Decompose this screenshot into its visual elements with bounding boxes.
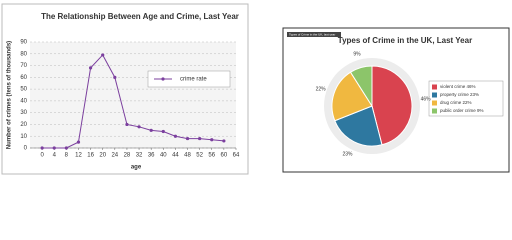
point <box>185 136 190 141</box>
x-tick-label: 36 <box>148 153 155 159</box>
data-label: 46% <box>421 97 432 103</box>
y-tick-label: 80 <box>20 51 27 57</box>
x-tick-label: 4 <box>53 153 57 159</box>
point <box>52 146 56 150</box>
legend-swatch <box>432 108 437 114</box>
point <box>161 129 165 134</box>
annotation-box <box>287 32 341 37</box>
pie-slice <box>331 71 373 122</box>
x-tick-label: 40 <box>160 153 167 159</box>
legend-box <box>428 80 504 117</box>
y-axis-label: Number of crimes (tens of thousands) <box>7 41 13 149</box>
point <box>113 75 117 79</box>
legend-swatch <box>161 77 165 81</box>
annotation: Types of Crime in the UK, last year <box>289 33 335 37</box>
data-label: 23% <box>342 151 353 157</box>
legend-label: crime rate <box>180 77 207 83</box>
point <box>210 138 214 142</box>
legend-box <box>147 70 231 88</box>
point <box>40 146 44 150</box>
point <box>125 122 129 127</box>
legend-label: drug crime 22% <box>440 100 472 105</box>
x-tick-label: 44 <box>172 153 179 159</box>
legend-swatch <box>432 84 437 90</box>
chart: age Number of crimes (tens of thousands)… <box>1 3 510 175</box>
y-tick-label: 20 <box>20 122 27 128</box>
page: age Number of crimes (tens of thousands)… <box>1 3 510 175</box>
plot-area <box>30 42 236 148</box>
y-tick-label: 0 <box>24 146 28 152</box>
pie-slice <box>334 105 383 147</box>
legend-label: violent crime 46% <box>440 84 476 89</box>
legend-swatch <box>432 92 437 98</box>
x-axis-label: age <box>131 165 142 171</box>
point <box>76 140 81 144</box>
y-tick-label: 70 <box>20 63 27 69</box>
y-tick-label: 60 <box>20 75 27 81</box>
pie-slice <box>349 65 373 108</box>
legend-swatch <box>432 100 437 106</box>
pie-slice <box>371 65 413 146</box>
y-tick-label: 50 <box>20 87 27 93</box>
legend-label: property crime 23% <box>440 92 479 97</box>
chart-title: The Relationship Between Age and Crime, … <box>41 12 239 21</box>
x-tick-label: 64 <box>233 153 240 159</box>
x-tick-label: 8 <box>65 153 69 159</box>
y-tick-label: 40 <box>20 98 27 104</box>
point <box>88 66 93 70</box>
x-tick-label: 52 <box>196 153 203 159</box>
x-tick-label: 20 <box>99 153 106 159</box>
point <box>149 128 153 132</box>
x-tick-label: 60 <box>221 153 228 159</box>
point <box>222 139 226 143</box>
point <box>173 134 178 138</box>
y-tick-label: 10 <box>20 134 27 140</box>
x-tick-label: 56 <box>208 153 215 159</box>
x-tick-label: 32 <box>136 153 143 159</box>
data-label: 9% <box>353 51 361 57</box>
point <box>137 125 141 129</box>
x-tick-label: 16 <box>87 153 94 159</box>
data-label: 22% <box>316 87 327 93</box>
y-tick-label: 30 <box>20 110 27 116</box>
x-tick-label: 0 <box>40 153 44 159</box>
x-tick-label: 24 <box>111 153 118 159</box>
point <box>198 136 202 141</box>
x-tick-label: 48 <box>184 153 191 159</box>
line <box>42 54 224 149</box>
point <box>64 146 68 150</box>
chart-title: Types of Crime in the UK, Last Year <box>337 36 473 45</box>
x-tick-label: 28 <box>124 153 131 159</box>
y-tick-label: 90 <box>20 40 27 46</box>
x-tick-label: 12 <box>75 153 82 159</box>
point <box>101 53 105 57</box>
legend-label: public order crime 9% <box>440 108 484 113</box>
